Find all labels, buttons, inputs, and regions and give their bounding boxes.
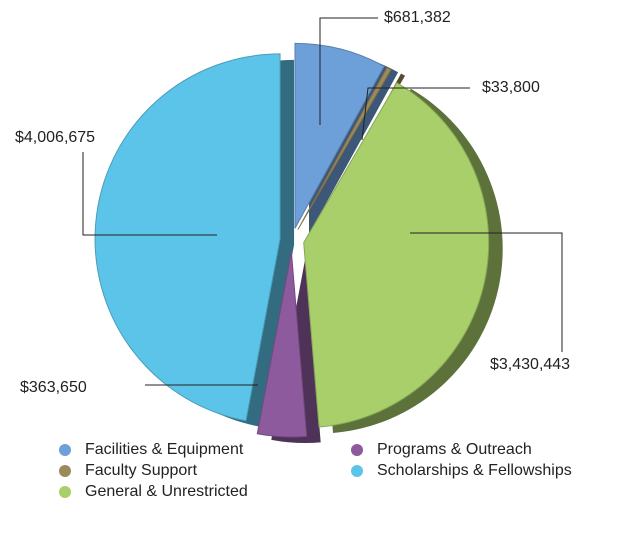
legend-swatch	[351, 465, 363, 477]
legend-label: Scholarships & Fellowships	[377, 462, 572, 479]
legend-label: General & Unrestricted	[85, 483, 248, 500]
data-label: $4,006,675	[15, 129, 95, 146]
slice	[297, 66, 392, 230]
slice	[256, 251, 308, 438]
legend-label: Facilities & Equipment	[85, 441, 244, 458]
data-label: $681,382	[384, 9, 451, 26]
leader-line	[361, 87, 470, 141]
data-label: $3,430,443	[490, 356, 570, 373]
slice	[94, 53, 281, 422]
slice	[303, 82, 490, 428]
leader-line	[410, 232, 563, 352]
legend-swatch	[59, 486, 71, 498]
data-label: $33,800	[482, 79, 540, 96]
legend-swatch	[59, 444, 71, 456]
legend-label: Faculty Support	[85, 462, 198, 479]
data-label: $363,650	[20, 379, 87, 396]
leader-line	[319, 17, 378, 125]
legend-swatch	[351, 444, 363, 456]
leader-line	[82, 152, 217, 236]
legend-label: Programs & Outreach	[377, 441, 532, 458]
legend-swatch	[59, 465, 71, 477]
slice	[294, 42, 385, 229]
